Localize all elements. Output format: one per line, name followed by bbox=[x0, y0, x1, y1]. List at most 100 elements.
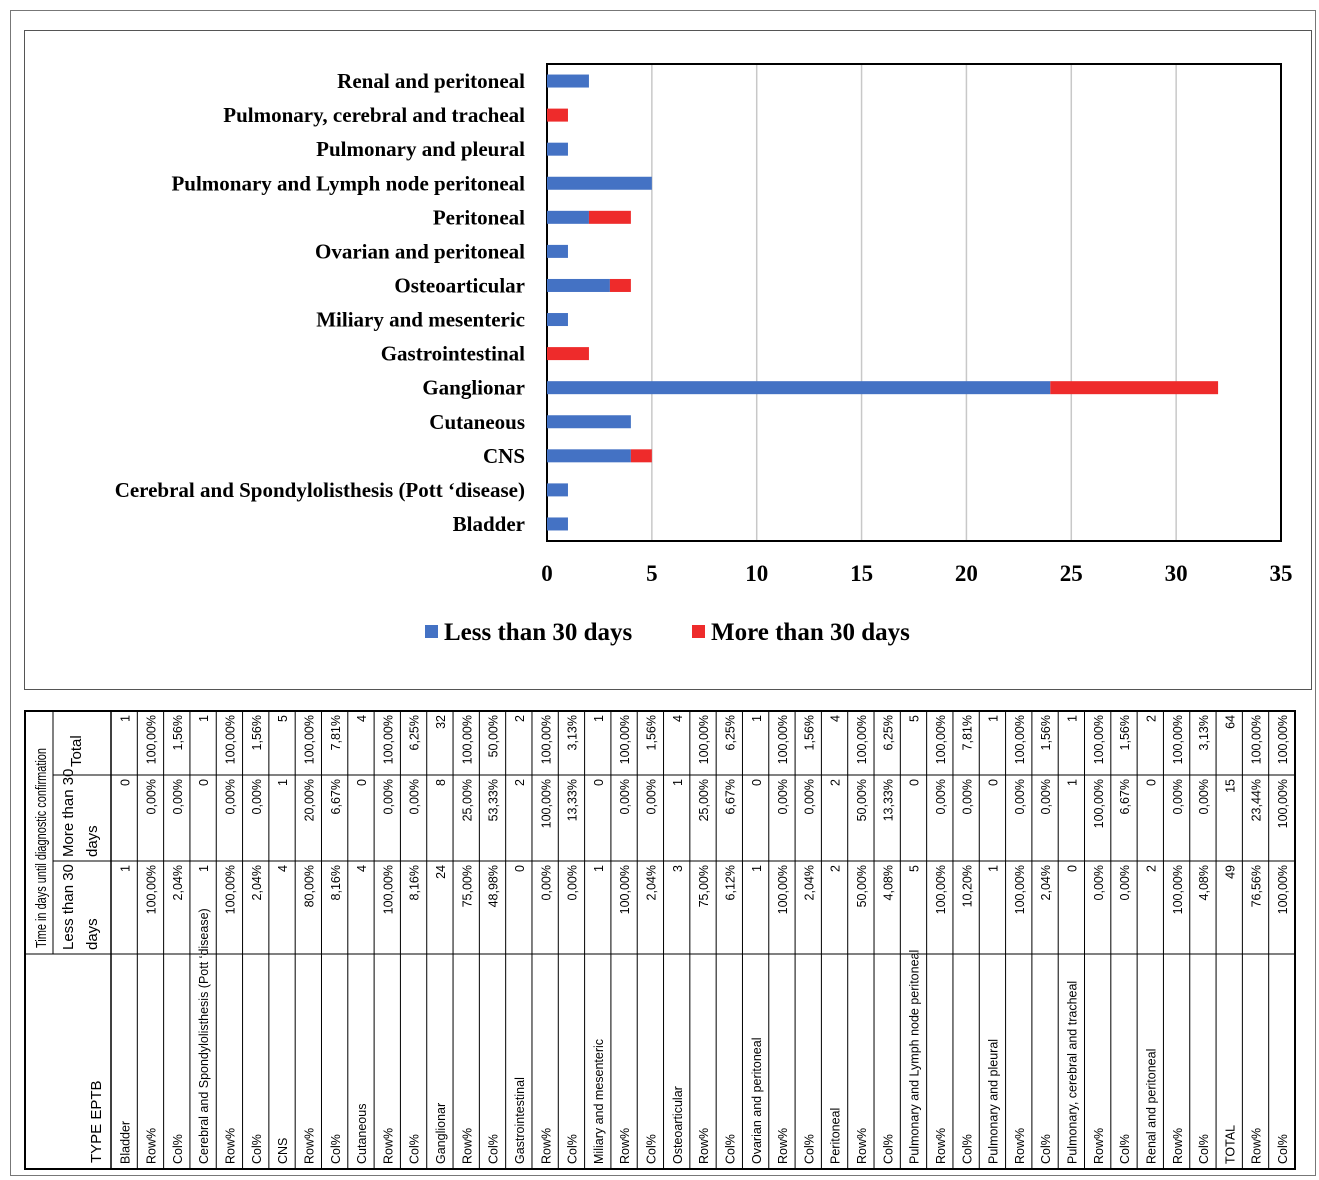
cell-less: 100,00% bbox=[381, 865, 395, 914]
cell-less: 1 bbox=[592, 865, 606, 872]
row-label: Osteoarticular bbox=[671, 1086, 685, 1164]
row-label: Row% bbox=[1092, 1128, 1106, 1164]
cell-total: 100,00% bbox=[934, 715, 948, 764]
cell-more: 0,00% bbox=[618, 779, 632, 814]
category-label: Pulmonary and Lymph node peritoneal bbox=[171, 171, 525, 195]
cell-more: 0,00% bbox=[1171, 779, 1185, 814]
cell-total: 100,00% bbox=[697, 715, 711, 764]
bar-less-than-30 bbox=[547, 278, 610, 292]
cell-total: 1,56% bbox=[171, 715, 185, 750]
row-label: Gastrointestinal bbox=[513, 1077, 527, 1164]
cell-more: 0,00% bbox=[934, 779, 948, 814]
cell-less: 100,00% bbox=[1276, 865, 1290, 914]
bar-less-than-30 bbox=[547, 176, 652, 190]
row-label: Row% bbox=[1013, 1128, 1027, 1164]
row-label: Col% bbox=[566, 1134, 580, 1164]
cell-less: 3 bbox=[671, 865, 685, 872]
cell-less: 100,00% bbox=[1013, 865, 1027, 914]
row-label: Col% bbox=[960, 1134, 974, 1164]
cell-more: 1 bbox=[1066, 779, 1080, 786]
x-tick-label: 0 bbox=[541, 561, 553, 586]
category-label: Osteoarticular bbox=[394, 273, 525, 297]
cell-total: 3,13% bbox=[566, 715, 580, 750]
cell-less: 1 bbox=[118, 865, 132, 872]
bar-less-than-30 bbox=[547, 142, 568, 156]
cell-more: 0 bbox=[908, 779, 922, 786]
x-tick-label: 35 bbox=[1270, 561, 1293, 586]
cell-less: 100,00% bbox=[934, 865, 948, 914]
x-tick-label: 30 bbox=[1165, 561, 1188, 586]
legend-label: More than 30 days bbox=[711, 619, 910, 646]
row-label: Pulmonary and pleural bbox=[987, 1039, 1001, 1164]
row-label: Pulmonary, cerebral and tracheal bbox=[1066, 981, 1080, 1164]
figure-frame bbox=[10, 10, 1316, 1176]
cell-total: 100,00% bbox=[460, 715, 474, 764]
cell-less: 4,08% bbox=[881, 865, 895, 900]
cell-more: 0 bbox=[592, 779, 606, 786]
cell-total: 100,00% bbox=[618, 715, 632, 764]
header-less-than-30: Less than 30 bbox=[60, 864, 77, 950]
cell-total: 1 bbox=[987, 715, 1001, 722]
cell-less: 100,00% bbox=[618, 865, 632, 914]
cell-total: 100,00% bbox=[539, 715, 553, 764]
chart-canvas: Renal and peritoneal Pulmonary, cerebral … bbox=[115, 63, 1293, 646]
cell-less: 4 bbox=[355, 865, 369, 872]
row-label: Col% bbox=[1118, 1134, 1132, 1164]
category-label: Pulmonary, cerebral and tracheal bbox=[223, 103, 525, 127]
bar-less-than-30 bbox=[547, 381, 1051, 395]
cell-more: 13,33% bbox=[566, 779, 580, 821]
cell-more: 0,00% bbox=[1197, 779, 1211, 814]
row-label: Row% bbox=[302, 1128, 316, 1164]
cell-less: 8,16% bbox=[329, 865, 343, 900]
x-tick-label: 10 bbox=[745, 561, 768, 586]
x-tick-label: 25 bbox=[1060, 561, 1083, 586]
bar-less-than-30 bbox=[547, 74, 589, 88]
cell-less: 75,00% bbox=[697, 865, 711, 907]
row-label: Row% bbox=[1171, 1128, 1185, 1164]
bar-more-than-30 bbox=[547, 108, 568, 122]
cell-more: 25,00% bbox=[697, 779, 711, 821]
row-label: Ganglionar bbox=[434, 1103, 448, 1164]
row-label: Row% bbox=[224, 1128, 238, 1164]
row-label: Renal and peritoneal bbox=[1144, 1049, 1158, 1164]
cell-total: 100,00% bbox=[1250, 715, 1264, 764]
cell-total: 50,00% bbox=[487, 715, 501, 757]
cell-more: 0 bbox=[118, 779, 132, 786]
cell-less: 0 bbox=[513, 865, 527, 872]
cell-total: 32 bbox=[434, 715, 448, 729]
cell-more: 100,00% bbox=[539, 779, 553, 828]
bar-more-than-30 bbox=[1050, 381, 1219, 395]
cell-less: 2,04% bbox=[171, 865, 185, 900]
stacked-bar-chart: Renal and peritoneal Pulmonary, cerebral … bbox=[24, 30, 1312, 690]
cell-total: 100,00% bbox=[1092, 715, 1106, 764]
cell-more: 0,00% bbox=[645, 779, 659, 814]
row-label: Row% bbox=[381, 1128, 395, 1164]
cell-less: 0,00% bbox=[1118, 865, 1132, 900]
cell-more: 0,00% bbox=[250, 779, 264, 814]
category-label: Renal and peritoneal bbox=[337, 69, 525, 93]
cell-more: 0,00% bbox=[802, 779, 816, 814]
cell-more: 53,33% bbox=[487, 779, 501, 821]
cell-less: 100,00% bbox=[776, 865, 790, 914]
cell-less: 50,00% bbox=[855, 865, 869, 907]
cell-more: 0,00% bbox=[408, 779, 422, 814]
cell-more: 0,00% bbox=[776, 779, 790, 814]
cell-total: 3,13% bbox=[1197, 715, 1211, 750]
cell-less: 2,04% bbox=[250, 865, 264, 900]
cell-total: 6,25% bbox=[723, 715, 737, 750]
row-label: Col% bbox=[881, 1134, 895, 1164]
cell-more: 0 bbox=[1144, 779, 1158, 786]
cell-total: 100,00% bbox=[1171, 715, 1185, 764]
cell-more: 0 bbox=[750, 779, 764, 786]
cell-total: 1 bbox=[197, 715, 211, 722]
bar-less-than-30 bbox=[547, 483, 568, 497]
cell-less: 2,04% bbox=[1039, 865, 1053, 900]
row-label: Pulmonary and Lymph node peritoneal bbox=[908, 950, 922, 1164]
header-more-than-30: More than 30 bbox=[60, 769, 77, 857]
cell-less: 1 bbox=[987, 865, 1001, 872]
row-label: Miliary and mesenteric bbox=[592, 1039, 606, 1164]
cell-more: 0 bbox=[987, 779, 1001, 786]
cell-more: 15 bbox=[1223, 779, 1237, 793]
row-label: Bladder bbox=[118, 1121, 132, 1164]
x-tick-label: 15 bbox=[850, 561, 873, 586]
